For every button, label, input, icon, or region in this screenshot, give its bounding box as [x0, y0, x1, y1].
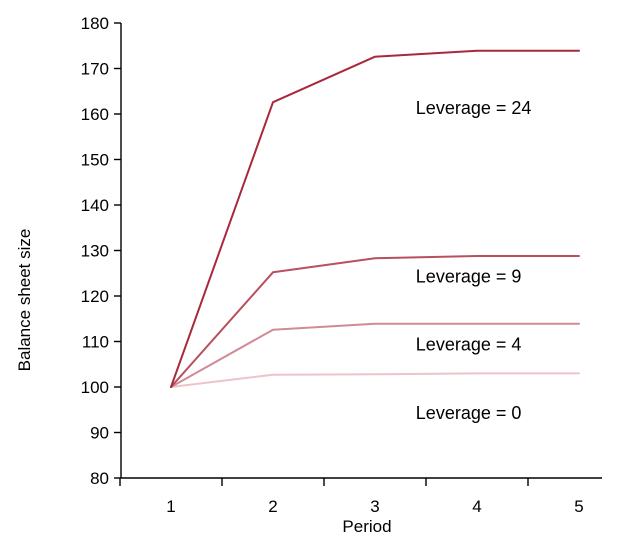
series-line-1: [170, 49, 580, 388]
x-tick-label: 1: [166, 497, 175, 516]
series-line-4: [170, 372, 580, 388]
x-tick-label: 3: [370, 497, 379, 516]
x-tick-label: 2: [268, 497, 277, 516]
y-tick-label: 170: [81, 60, 109, 79]
series-annotation: Leverage = 9: [416, 266, 522, 286]
y-tick-label: 120: [81, 287, 109, 306]
y-tick-label: 140: [81, 196, 109, 215]
axes: [120, 23, 602, 479]
x-axis-title: Period: [342, 517, 391, 536]
x-tick-label: 4: [472, 497, 481, 516]
series-annotation: Leverage = 24: [416, 98, 532, 118]
y-tick-label: 180: [81, 14, 109, 33]
series-line-2: [170, 255, 580, 388]
series-lines: [170, 49, 580, 388]
y-tick-label: 110: [82, 333, 109, 352]
y-axis-title: Balance sheet size: [15, 229, 34, 372]
series-annotation: Leverage = 0: [416, 403, 522, 423]
y-ticks: 80 90 100 110 120 130 140 150 160 170 180: [81, 14, 121, 488]
y-tick-label: 100: [81, 378, 109, 397]
x-tick-label: 5: [574, 497, 583, 516]
x-ticks: 1 2 3 4 5: [119, 478, 584, 516]
y-tick-label: 90: [90, 424, 109, 443]
y-tick-label: 130: [81, 242, 109, 261]
y-tick-label: 150: [81, 151, 109, 170]
series-annotations: Leverage = 24 Leverage = 9 Leverage = 4 Lev…: [416, 98, 532, 423]
y-tick-label: 160: [81, 105, 109, 124]
series-annotation: Leverage = 4: [416, 335, 522, 355]
y-tick-label: 80: [90, 469, 109, 488]
series-line-3: [170, 322, 580, 388]
